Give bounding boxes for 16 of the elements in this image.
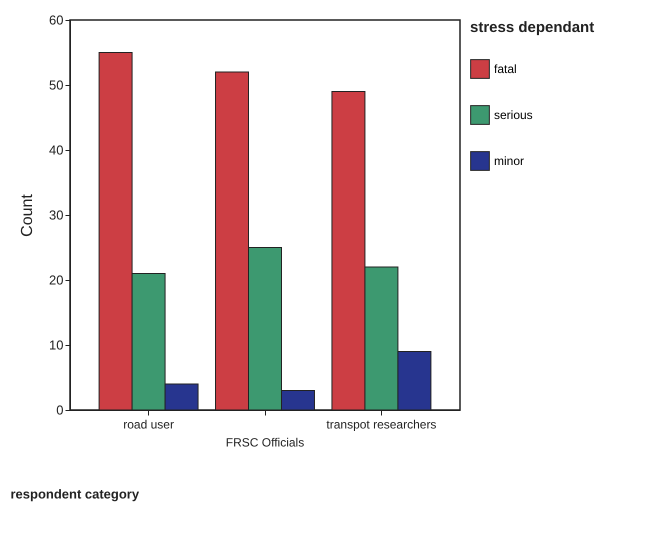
y-tick-label: 20	[49, 272, 64, 288]
y-tick-label: 60	[49, 12, 64, 28]
y-axis-title: Count	[19, 194, 36, 237]
legend-label: minor	[494, 154, 524, 168]
y-tick-label: 0	[56, 402, 64, 418]
x-tick-label: road user	[123, 418, 174, 432]
x-tick-label: FRSC Officials	[226, 436, 304, 450]
x-tick-label: transpot researchers	[326, 418, 436, 432]
legend-label: fatal	[494, 62, 517, 76]
y-tick-label: 10	[49, 338, 64, 352]
x-axis-title: respondent category	[10, 486, 140, 502]
y-tick-label: 30	[49, 208, 64, 222]
y-tick-label: 50	[49, 78, 64, 92]
y-tick-label: 40	[49, 142, 64, 158]
legend-label: serious	[494, 108, 533, 122]
legend-title: stress dependant	[470, 19, 594, 36]
